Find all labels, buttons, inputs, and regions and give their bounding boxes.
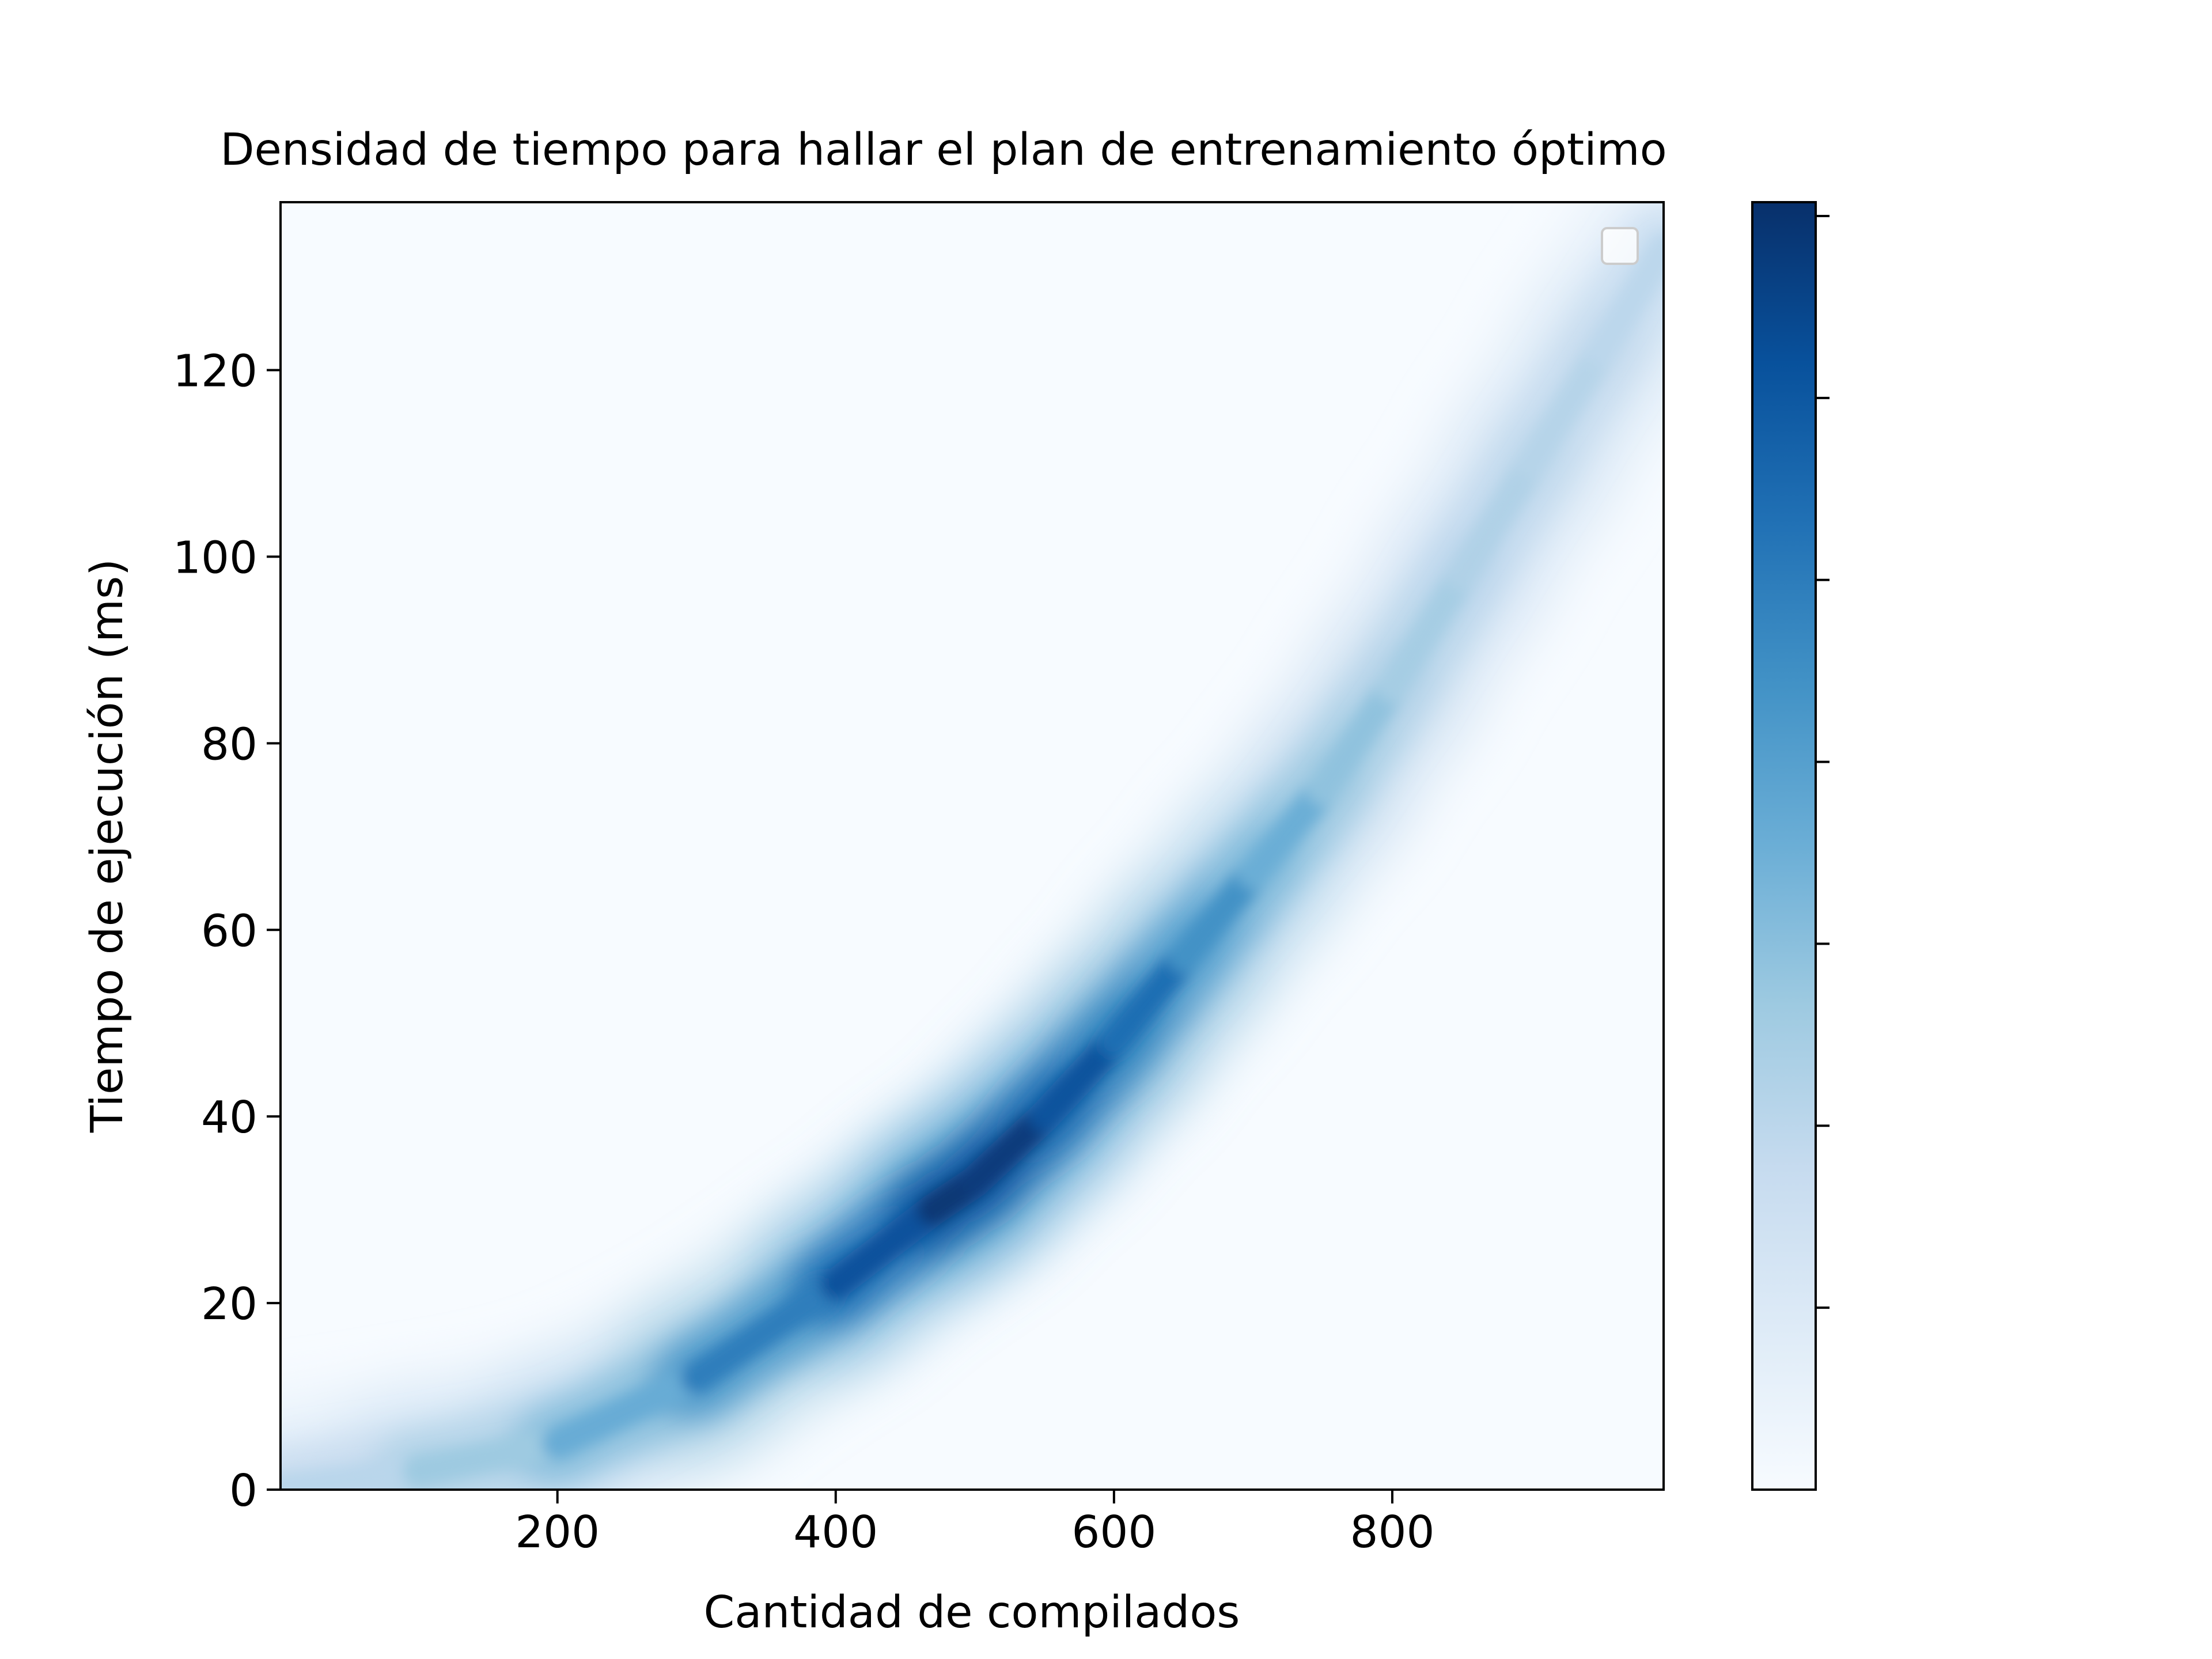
density-segment <box>1168 858 1269 974</box>
density-segment <box>680 1268 852 1394</box>
y-tick-label: 100 <box>173 532 257 584</box>
y-tick-label: 80 <box>201 719 257 770</box>
y-tick-label: 20 <box>201 1279 257 1330</box>
x-tick-label: 400 <box>793 1507 878 1558</box>
x-tick-label: 600 <box>1071 1507 1156 1558</box>
density-segment <box>1237 774 1339 890</box>
y-tick-label: 40 <box>201 1092 257 1143</box>
x-axis-ticks: 200 400 600 800 <box>515 1490 1434 1558</box>
x-tick-label: 200 <box>515 1507 600 1558</box>
density-segment <box>402 1427 574 1487</box>
density-band-2 <box>281 233 1664 1490</box>
density-segment <box>1585 233 1664 368</box>
density-segment <box>1306 671 1408 806</box>
density-segment <box>281 1455 434 1490</box>
density-layer <box>281 202 1664 1490</box>
x-tick-label: 800 <box>1350 1507 1434 1558</box>
plot-frame <box>279 201 1665 1491</box>
y-tick-label: 0 <box>229 1465 257 1517</box>
legend-box <box>1601 227 1639 265</box>
x-axis-label: Cantidad de compilados <box>704 1587 1240 1638</box>
density-segment <box>1446 447 1548 592</box>
y-axis-label: Tiempo de ejecución (ms) <box>82 559 133 1133</box>
density-segment <box>1516 335 1617 479</box>
chart-title: Densidad de tiempo para hallar el plan d… <box>220 124 1666 176</box>
colorbar <box>1751 201 1817 1491</box>
y-axis-ticks: 0 20 40 60 80 100 120 <box>173 346 281 1517</box>
density-segment <box>541 1362 713 1459</box>
colorbar-ticks <box>1816 215 1830 1309</box>
density-segment <box>1098 942 1200 1058</box>
density-segment <box>820 1194 949 1301</box>
y-tick-label: 60 <box>201 906 257 957</box>
plot-background <box>281 202 1664 1490</box>
density-segment <box>1376 559 1478 703</box>
density-segment <box>959 1100 1060 1198</box>
y-tick-label: 120 <box>173 346 257 397</box>
density-segment <box>1028 1026 1130 1132</box>
